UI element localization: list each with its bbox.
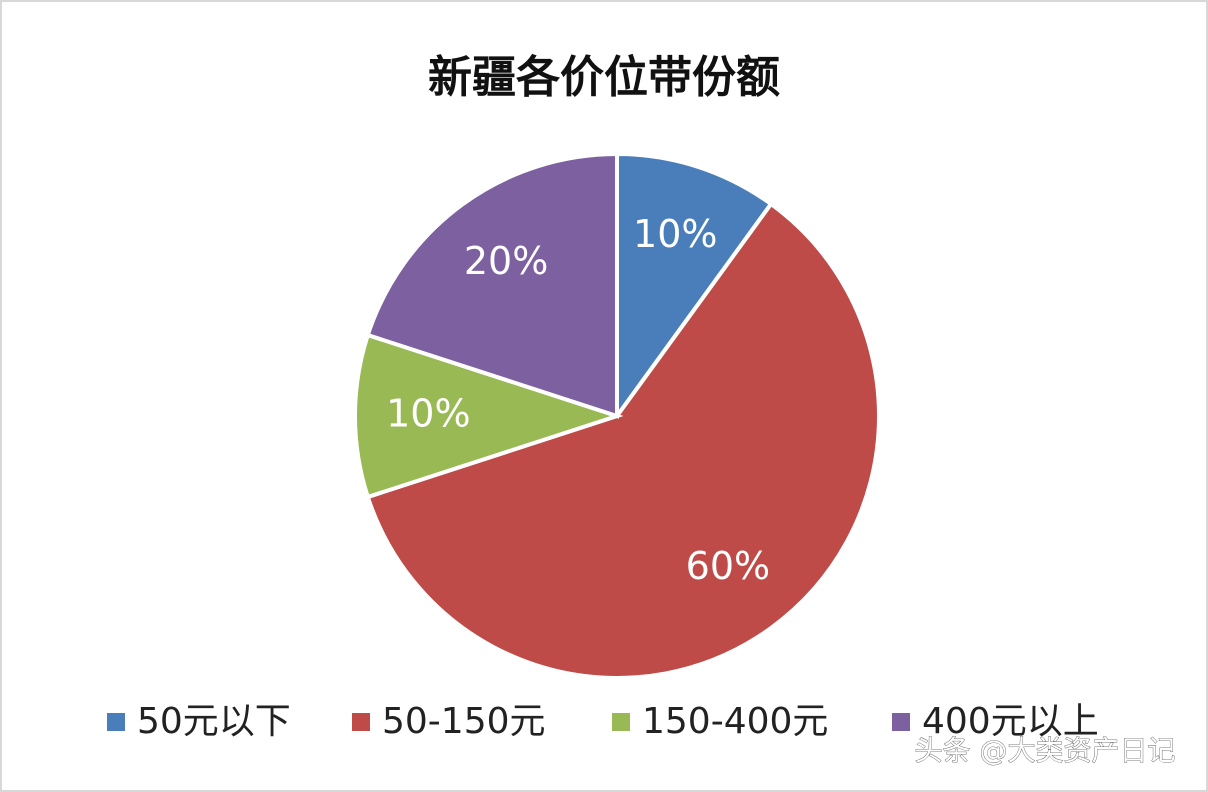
legend-swatch <box>107 713 125 731</box>
value-label: 10% <box>633 212 717 256</box>
value-label: 20% <box>464 239 548 283</box>
legend-swatch <box>892 713 910 731</box>
legend-label: 150-400元 <box>642 701 828 742</box>
legend-swatch <box>352 713 370 731</box>
legend-label: 50元以下 <box>137 701 291 742</box>
pie-slice <box>615 151 774 423</box>
pie-slice <box>365 201 881 680</box>
legend-swatch <box>612 713 630 731</box>
legend-label: 400元以上 <box>922 701 1099 742</box>
legend-label: 50-150元 <box>382 701 546 742</box>
pie-slice <box>365 151 619 419</box>
watermark: 头条 @大类资产日记 <box>915 734 1176 767</box>
value-label: 60% <box>686 544 770 588</box>
value-label: 10% <box>386 392 470 436</box>
pie-slice <box>353 332 624 500</box>
chart-title: 新疆各价位带份额 <box>428 52 780 103</box>
